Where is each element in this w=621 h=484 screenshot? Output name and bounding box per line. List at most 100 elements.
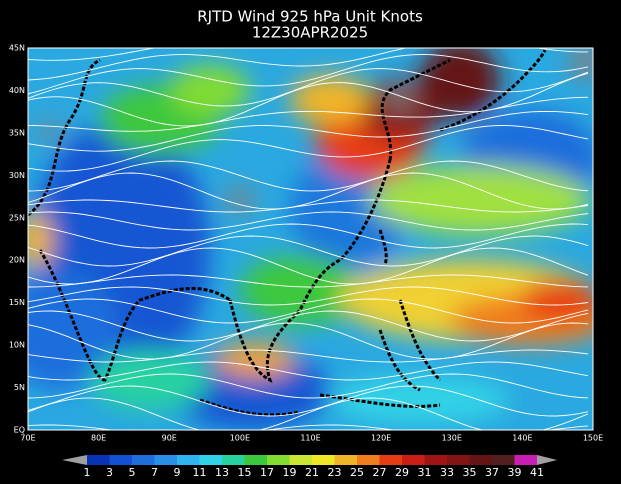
streamline — [28, 211, 589, 231]
colorbar-label: 41 — [530, 466, 544, 479]
colorbar-label: 25 — [350, 466, 364, 479]
colorbar-box — [267, 455, 290, 465]
lat-label: EQ — [14, 426, 25, 435]
colorbar-box — [402, 455, 425, 465]
coastline — [38, 249, 231, 382]
colorbar-label: 9 — [174, 466, 181, 479]
shading-patch — [520, 280, 593, 320]
colorbar-label: 37 — [485, 466, 499, 479]
lat-label: 15N — [9, 298, 25, 307]
streamline — [28, 397, 589, 430]
colorbar-box — [312, 455, 335, 465]
title: RJTD Wind 925 hPa Unit Knots — [197, 8, 423, 26]
lon-label: 100E — [230, 434, 250, 443]
streamline — [28, 286, 589, 306]
streamline — [28, 172, 589, 210]
streamline — [28, 373, 589, 399]
streamline — [28, 96, 589, 132]
streamline — [28, 160, 589, 192]
streamline — [28, 235, 589, 267]
streamline — [28, 54, 589, 95]
shading-patch — [170, 350, 330, 430]
streamline — [28, 349, 589, 363]
streamline — [28, 110, 589, 152]
colorbar-label: 33 — [440, 466, 454, 479]
colorbar-box — [154, 455, 178, 465]
colorbar-label: 3 — [106, 466, 113, 479]
shading-patch — [40, 120, 60, 140]
shading-patch — [225, 188, 255, 212]
colorbar-arrow — [62, 455, 87, 465]
subtitle: 12Z30APR2025 — [252, 24, 368, 42]
colorbar-label: 1 — [84, 466, 91, 479]
coastlines — [28, 49, 547, 417]
coastline — [378, 299, 442, 392]
coastline — [28, 58, 101, 217]
colorbar-label: 27 — [373, 466, 387, 479]
lon-label: 90E — [162, 434, 177, 443]
streamline — [28, 125, 589, 172]
streamline — [28, 199, 589, 213]
colorbar-box — [447, 455, 470, 465]
shading-patch — [290, 75, 370, 125]
colorbar-label: 19 — [283, 466, 297, 479]
lon-label: 120E — [371, 434, 391, 443]
lat-label: 45N — [9, 44, 25, 53]
colorbar-label: 15 — [238, 466, 252, 479]
coastline — [439, 49, 547, 132]
streamline — [28, 310, 589, 342]
colorbar-label: 17 — [260, 466, 274, 479]
streamline — [28, 298, 589, 324]
colorbar: 1 3 5 7 9 11 13 15 17 19 21 23 25 27 29 31 33 35 37 39 41 — [62, 455, 557, 479]
map-frame — [27, 47, 594, 431]
shading-patch — [420, 48, 500, 120]
colorbar-label: 11 — [193, 466, 207, 479]
map-field — [28, 48, 593, 430]
streamline — [28, 361, 589, 381]
streamline — [28, 247, 589, 285]
colorbar-box — [492, 455, 515, 465]
colorbar-label: 35 — [463, 466, 477, 479]
streamline — [28, 424, 589, 430]
lat-label: 35N — [9, 128, 25, 137]
streamline — [28, 48, 588, 81]
colorbar-box — [132, 455, 155, 465]
lat-label: 10N — [9, 341, 25, 350]
streamline — [28, 223, 589, 249]
lon-label: 150E — [583, 434, 603, 443]
colorbar-label: 13 — [215, 466, 229, 479]
streamline — [28, 274, 589, 288]
colorbar-box — [469, 455, 493, 465]
shading-patch — [240, 255, 360, 325]
lat-label: 40N — [9, 86, 25, 95]
colorbar-box — [87, 455, 110, 465]
colorbar-label: 7 — [151, 466, 158, 479]
lat-label: 5N — [14, 383, 25, 392]
lat-label: 20N — [9, 256, 25, 265]
lon-label: 110E — [300, 434, 320, 443]
streamline — [28, 68, 589, 107]
colorbar-box — [357, 455, 380, 465]
colorbar-box — [289, 455, 313, 465]
colorbar-box — [424, 455, 448, 465]
colorbar-box — [199, 455, 223, 465]
shading-patch — [370, 165, 590, 235]
colorbar-box — [109, 455, 133, 465]
colorbar-box — [244, 455, 268, 465]
lat-label: 30N — [9, 171, 25, 180]
lon-label: 140E — [512, 434, 532, 443]
streamline — [28, 48, 157, 61]
shading-patch — [386, 90, 414, 110]
lon-label: 70E — [20, 434, 35, 443]
streamline — [28, 322, 589, 360]
streamline — [28, 385, 589, 417]
shading-patch — [290, 150, 410, 270]
shading-patch — [215, 342, 295, 378]
colorbar-arrow — [537, 455, 557, 465]
shading-patch — [170, 65, 250, 115]
colorbar-box — [334, 455, 358, 465]
streamlines — [28, 48, 589, 430]
lon-label: 80E — [91, 434, 106, 443]
colorbar-label: 31 — [418, 466, 432, 479]
